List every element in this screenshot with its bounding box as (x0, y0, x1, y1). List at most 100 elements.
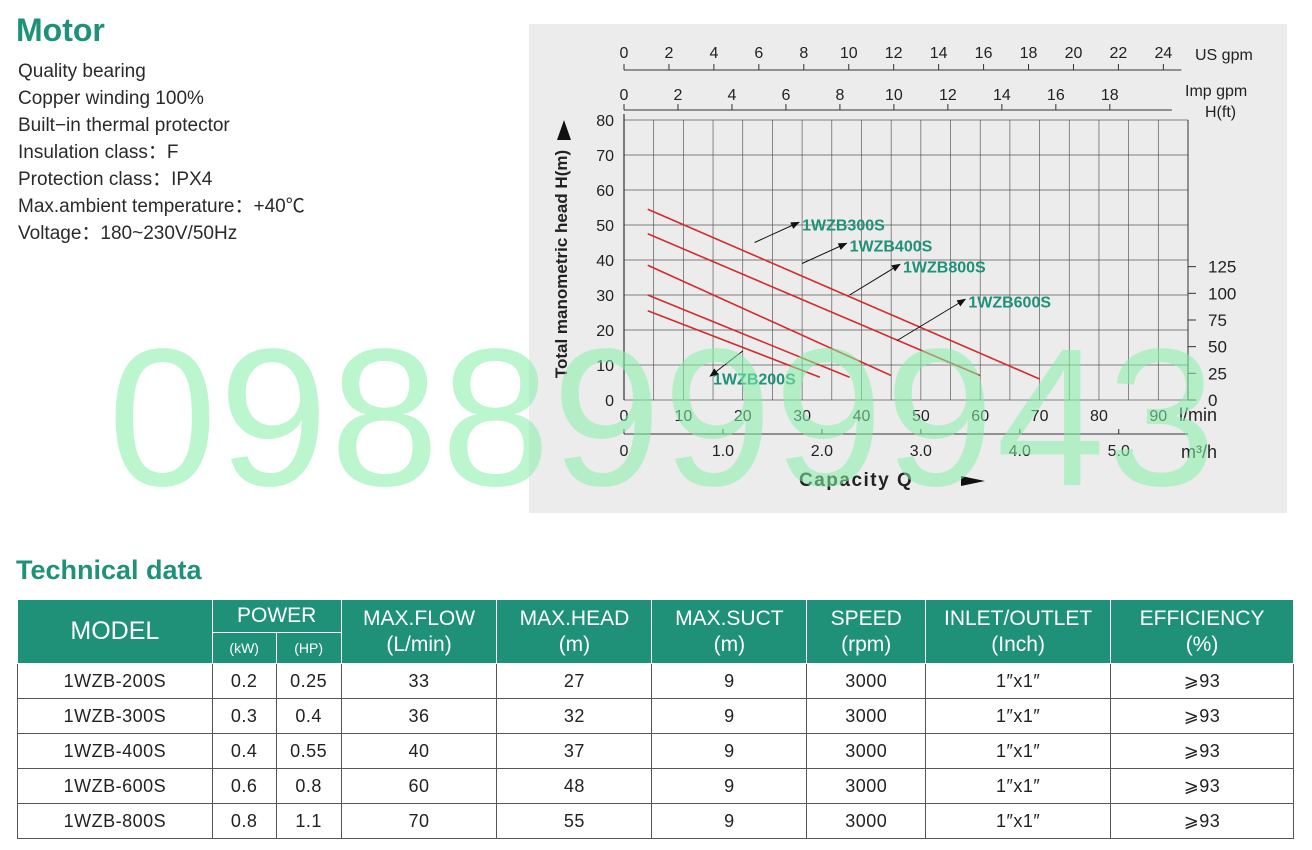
curve-label-arrow-1wzb200s (709, 350, 744, 377)
head-ft-tick-label: 125 (1208, 258, 1236, 277)
us-gpm-tick-label: 2 (664, 45, 673, 62)
imp-gpm-tick-label: 2 (674, 87, 683, 104)
cell-speed: 3000 (806, 663, 927, 699)
cell-speed: 3000 (806, 768, 927, 804)
y-tick-label: 60 (596, 183, 614, 200)
imp-gpm-tick-label: 8 (835, 87, 844, 104)
header-max-head: MAX.HEAD (m) (496, 599, 653, 664)
head-ft-unit-label: H(ft) (1205, 104, 1236, 121)
table-row: 1WZB-300S 0.3 0.4 36 32 9 3000 1″x1″ ⩾93 (17, 698, 1294, 734)
us-gpm-tick-label: 12 (885, 45, 903, 62)
cell-max-suction: 9 (651, 663, 808, 699)
curve-label-arrow-1wzb800s (849, 263, 901, 296)
spec-thermal-protector: Built−in thermal protector (18, 115, 230, 136)
cell-efficiency: ⩾93 (1110, 803, 1294, 839)
cell-model: 1WZB-600S (17, 768, 213, 804)
imp-gpm-tick-label: 18 (1101, 87, 1119, 104)
cell-speed: 3000 (806, 803, 927, 839)
cell-max-head: 55 (496, 803, 653, 839)
us-gpm-tick-label: 6 (754, 45, 763, 62)
cell-inlet-outlet: 1″x1″ (925, 803, 1112, 839)
y-tick-label: 30 (596, 288, 614, 305)
head-ft-tick-label: 0 (1208, 391, 1217, 410)
header-power-hp: (HP) (275, 632, 342, 664)
technical-data-title: Technical data (16, 555, 202, 585)
cell-power-kw: 0.4 (211, 733, 277, 769)
imp-gpm-tick-label: 4 (728, 87, 737, 104)
table-row: 1WZB-600S 0.6 0.8 60 48 9 3000 1″x1″ ⩾93 (17, 768, 1294, 804)
header-power-kw: (kW) (211, 632, 277, 664)
y-axis-title: Total manometric head H(m) (552, 150, 571, 378)
cell-inlet-outlet: 1″x1″ (925, 698, 1112, 734)
y-tick-label: 10 (596, 358, 614, 375)
cell-power-hp: 0.25 (275, 663, 342, 699)
cell-model: 1WZB-200S (17, 663, 213, 699)
cell-inlet-outlet: 1″x1″ (925, 733, 1112, 769)
table-row: 1WZB-400S 0.4 0.55 40 37 9 3000 1″x1″ ⩾93 (17, 733, 1294, 769)
imp-gpm-unit-label: Imp gpm (1185, 83, 1247, 100)
curve-1wzb400s (647, 264, 892, 377)
x-axis-title: Capacity Q (799, 470, 913, 491)
header-max-suction: MAX.SUCT (m) (651, 599, 808, 664)
performance-chart-panel: 0 10 20 30 40 50 60 70 80 Total manometric head H… (529, 24, 1287, 513)
cell-efficiency: ⩾93 (1110, 768, 1294, 804)
cell-power-hp: 0.8 (275, 768, 342, 804)
curve-1wzb200s (647, 310, 821, 378)
spec-ambient-temperature: Max.ambient temperature：+40℃ (18, 196, 305, 217)
m3h-unit-label: m³/h (1181, 442, 1217, 462)
cell-speed: 3000 (806, 733, 927, 769)
m3h-tick-label: 0 (620, 443, 629, 460)
spec-bearing: Quality bearing (18, 61, 146, 82)
cell-max-head: 32 (496, 698, 653, 734)
cell-power-kw: 0.3 (211, 698, 277, 734)
x-tick-label: 20 (734, 408, 752, 425)
table-row: 1WZB-800S 0.8 1.1 70 55 9 3000 1″x1″ ⩾93 (17, 803, 1294, 839)
header-inlet-outlet: INLET/OUTLET (Inch) (925, 599, 1112, 664)
curve-1wzb600s (647, 208, 1040, 380)
cell-max-suction: 9 (651, 733, 808, 769)
cell-speed: 3000 (806, 698, 927, 734)
y-tick-label: 40 (596, 253, 614, 270)
head-ft-tick-label: 100 (1208, 284, 1236, 303)
y-tick-label: 70 (596, 148, 614, 165)
y-tick-label: 50 (596, 218, 614, 235)
imp-gpm-tick-label: 6 (781, 87, 790, 104)
cell-power-hp: 1.1 (275, 803, 342, 839)
cell-power-kw: 0.2 (211, 663, 277, 699)
spec-protection-class: Protection class：IPX4 (18, 169, 213, 190)
x-tick-label: 30 (793, 408, 811, 425)
cell-max-suction: 9 (651, 803, 808, 839)
motor-spec-list: Quality bearing Copper winding 100% Buil… (18, 58, 305, 247)
imp-gpm-tick-label: 14 (993, 87, 1011, 104)
cell-max-flow: 60 (340, 768, 498, 804)
curve-1wzb300s (647, 294, 850, 378)
cell-max-suction: 9 (651, 768, 808, 804)
cell-efficiency: ⩾93 (1110, 663, 1294, 699)
head-ft-tick-label: 50 (1208, 338, 1227, 357)
cell-model: 1WZB-800S (17, 803, 213, 839)
cell-max-flow: 40 (340, 733, 498, 769)
curve-label-arrow-1wzb400s (801, 242, 848, 264)
spec-insulation-class: Insulation class：F (18, 142, 179, 163)
x-axis-arrow (961, 476, 985, 486)
us-gpm-tick-label: 4 (709, 45, 718, 62)
us-gpm-tick-label: 14 (930, 45, 948, 62)
head-ft-tick-label: 25 (1208, 364, 1227, 383)
x-tick-label: 70 (1031, 408, 1049, 425)
m3h-tick-label: 3.0 (910, 443, 932, 460)
spec-voltage: Voltage：180~230V/50Hz (18, 223, 238, 244)
cell-max-head: 48 (496, 768, 653, 804)
imp-gpm-tick-label: 12 (939, 87, 957, 104)
m3h-tick-label: 2.0 (811, 443, 833, 460)
us-gpm-tick-label: 8 (799, 45, 808, 62)
cell-model: 1WZB-300S (17, 698, 213, 734)
header-max-flow: MAX.FLOW (L/min) (340, 599, 498, 664)
table-row: 1WZB-200S 0.2 0.25 33 27 9 3000 1″x1″ ⩾93 (17, 663, 1294, 699)
curve-label-1wzb600s: 1WZB600S (968, 294, 1051, 311)
head-ft-tick-label: 75 (1208, 311, 1227, 330)
motor-title: Motor (16, 12, 105, 48)
cell-inlet-outlet: 1″x1″ (925, 768, 1112, 804)
us-gpm-tick-label: 10 (840, 45, 858, 62)
cell-efficiency: ⩾93 (1110, 733, 1294, 769)
m3h-tick-label: 4.0 (1009, 443, 1031, 460)
